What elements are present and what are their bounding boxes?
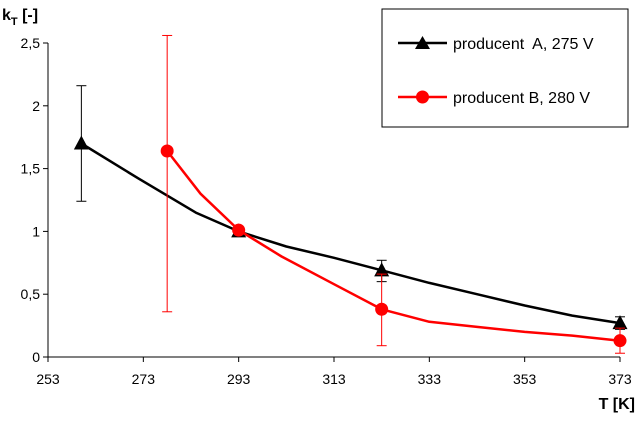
data-point-circle (375, 302, 389, 316)
legend-box (381, 8, 629, 128)
x-tick-label: 313 (322, 371, 346, 387)
x-tick-label: 353 (513, 371, 537, 387)
legend-label-a: producent A, 275 V (453, 36, 594, 53)
y-axis-title: kT [-] (2, 7, 38, 28)
series-1 (160, 34, 627, 354)
data-point-triangle (374, 262, 390, 277)
x-tick-label: 333 (418, 371, 442, 387)
y-tick-label: 1,5 (21, 161, 41, 177)
y-tick-label: 1 (32, 223, 40, 239)
data-point-circle (232, 223, 246, 237)
y-tick-label: 0 (32, 349, 40, 365)
y-ticks: 0 0,5 1 1,5 2 2,5 (21, 35, 48, 365)
x-axis-title: T [K] (599, 396, 635, 413)
data-point-circle (613, 334, 627, 348)
legend: producent A, 275 V producent B, 280 V (381, 8, 629, 128)
data-point-circle (160, 144, 174, 158)
x-tick-label: 273 (132, 371, 156, 387)
x-tick-label: 293 (227, 371, 251, 387)
legend-label-b: producent B, 280 V (453, 90, 590, 107)
y-axis-title-subscript: T (11, 16, 18, 28)
y-tick-label: 0,5 (21, 286, 41, 302)
x-tick-label: 253 (36, 371, 60, 387)
legend-circle-icon (416, 90, 429, 104)
y-axis-title-main: k (2, 7, 11, 24)
series-layer (73, 34, 628, 354)
series-line (80, 142, 621, 325)
y-tick-label: 2 (32, 98, 40, 114)
y-axis-title-unit: [-] (18, 7, 38, 24)
y-tick-label: 2,5 (21, 35, 41, 51)
data-point-triangle (612, 315, 628, 330)
data-point-triangle (73, 135, 89, 150)
x-tick-label: 373 (608, 371, 632, 387)
legend-triangle-icon (415, 36, 430, 49)
x-ticks: 253 273 293 313 333 353 373 (36, 357, 632, 387)
